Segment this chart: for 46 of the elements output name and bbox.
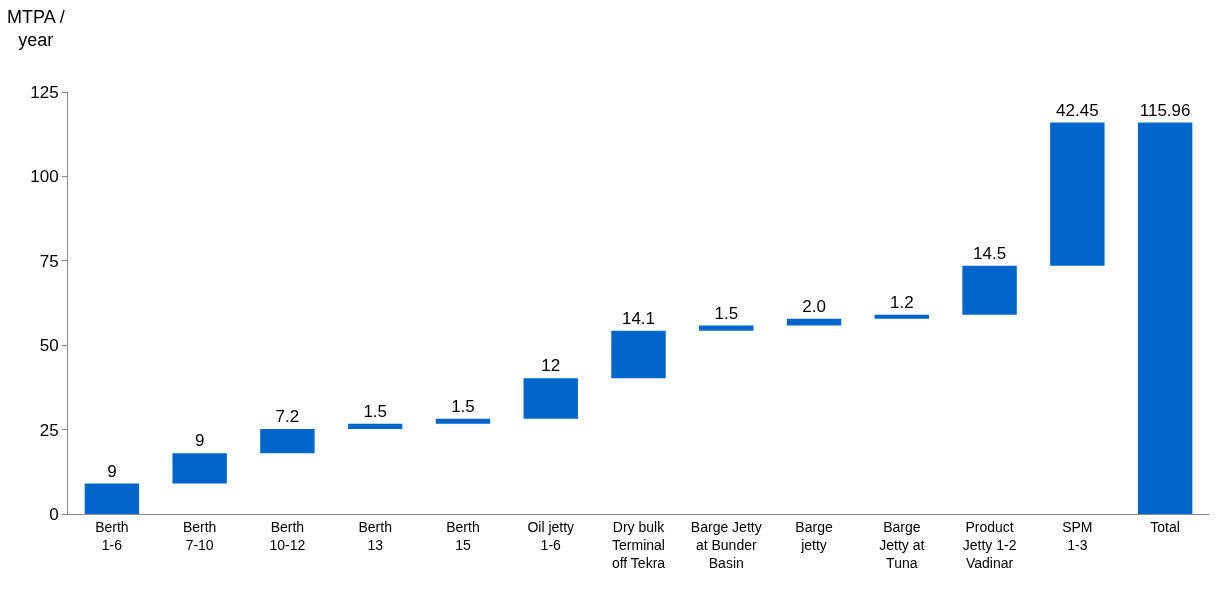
- bar: [611, 330, 666, 379]
- x-tick-label: Berth 10-12: [269, 518, 306, 553]
- bar: [435, 418, 491, 424]
- data-label: 14.1: [621, 308, 656, 328]
- bar: [260, 428, 315, 454]
- bar: [1050, 122, 1105, 266]
- x-tick-label: Barge Jetty at Bunder Basin: [690, 518, 762, 572]
- bar: [347, 423, 403, 429]
- bar: [699, 325, 754, 331]
- x-tick-label: SPM 1-3: [1062, 518, 1093, 553]
- data-label: 42.45: [1056, 100, 1099, 120]
- data-label: 2.0: [802, 296, 826, 316]
- x-tick-label: Barge jetty: [795, 518, 833, 553]
- bar: [874, 314, 930, 319]
- data-label: 12: [541, 356, 561, 376]
- x-tick-label: Oil jetty 1-6: [527, 518, 575, 553]
- y-tick-label: 125: [30, 82, 59, 102]
- data-label: 1.5: [451, 396, 475, 416]
- data-label: 14.5: [973, 243, 1007, 263]
- bar: [84, 483, 140, 514]
- x-tick-label: Berth 15: [446, 518, 480, 553]
- data-label: 9: [107, 461, 117, 481]
- data-label: 9: [194, 431, 205, 451]
- data-label: 1.2: [889, 292, 914, 312]
- data-label: 7.2: [275, 406, 300, 426]
- x-tick-label: Total: [1150, 518, 1180, 535]
- bar: [172, 453, 227, 484]
- data-label: 115.96: [1139, 100, 1191, 120]
- x-tick-label: Dry bulk Terminal off Tekra: [611, 518, 666, 572]
- data-label: 1.5: [714, 303, 739, 323]
- x-tick-label: Berth 1-6: [95, 518, 129, 553]
- x-tick-label: Berth 13: [358, 518, 392, 553]
- x-tick-label: Berth 7-10: [182, 518, 217, 553]
- bar: [523, 378, 578, 419]
- y-axis-title: MTPA / year: [7, 7, 65, 51]
- x-tick-label: Product Jetty 1-2 Vadinar: [962, 518, 1017, 572]
- data-label: 1.5: [363, 401, 388, 421]
- y-tick-label: 50: [39, 336, 59, 356]
- y-tick-label: 100: [30, 167, 59, 187]
- x-tick-label: Barge Jetty at Tuna: [879, 518, 925, 572]
- y-tick-label: 25: [39, 420, 59, 440]
- bar: [962, 265, 1017, 315]
- bar: [1137, 122, 1193, 514]
- bar: [786, 318, 842, 326]
- y-tick-label: 75: [39, 251, 59, 271]
- y-tick-label: 0: [49, 504, 59, 524]
